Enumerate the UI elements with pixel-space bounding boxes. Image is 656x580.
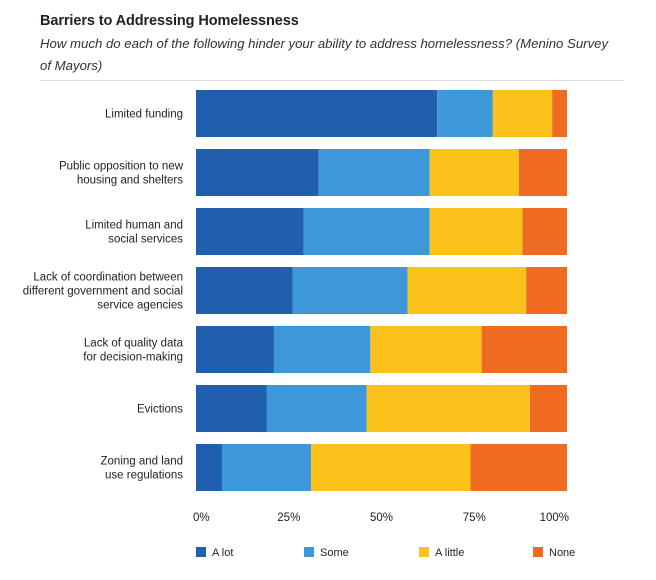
- category-label: Limited funding: [105, 109, 183, 121]
- bar-segment: [492, 90, 553, 137]
- legend-swatch: [304, 547, 314, 557]
- bar-segment: [429, 208, 523, 255]
- bar-segment: [292, 267, 408, 314]
- x-tick-label: 0%: [193, 512, 210, 524]
- bar-segment: [196, 444, 222, 491]
- bar-segment: [552, 90, 567, 137]
- bar-segment: [196, 90, 438, 137]
- bar-segment: [407, 267, 527, 314]
- bar-segment: [196, 149, 319, 196]
- category-label: Public opposition to new housing and shel…: [59, 161, 184, 187]
- legend-label: Some: [320, 547, 349, 559]
- category-label: Lack of coordination between different go…: [23, 272, 183, 312]
- category-label: Evictions: [137, 404, 183, 416]
- x-tick-label: 25%: [277, 512, 300, 524]
- bar-segment: [196, 267, 293, 314]
- category-label: Zoning and land use regulations: [101, 456, 184, 482]
- x-tick-label: 50%: [370, 512, 393, 524]
- bar-segment: [196, 208, 304, 255]
- bar-segment: [470, 444, 567, 491]
- bar-segment: [221, 444, 312, 491]
- legend-label: A lot: [212, 547, 233, 559]
- chart-title: Barriers to Addressing Homelessness: [40, 13, 299, 29]
- legend-swatch: [196, 547, 206, 557]
- title-divider: [40, 80, 624, 81]
- bar-segment: [481, 326, 567, 373]
- bar-segment: [429, 149, 519, 196]
- bar-segment: [196, 326, 274, 373]
- legend-label: A little: [435, 547, 464, 559]
- bar-segment: [437, 90, 493, 137]
- bar-segment: [370, 326, 482, 373]
- x-tick-label: 100%: [540, 512, 569, 524]
- bar-segment: [273, 326, 371, 373]
- category-label: Limited human and social services: [85, 220, 183, 246]
- legend-label: None: [549, 547, 575, 559]
- bar-segment: [526, 267, 567, 314]
- legend-swatch: [533, 547, 543, 557]
- bar-segment: [529, 385, 567, 432]
- chart-subtitle: How much do each of the following hinder…: [40, 36, 609, 73]
- x-tick-label: 75%: [463, 512, 486, 524]
- bar-segment: [311, 444, 471, 491]
- category-label: Lack of quality data for decision-making: [83, 338, 183, 364]
- bar-segment: [266, 385, 367, 432]
- bar-segment: [318, 149, 430, 196]
- bar-segment: [196, 385, 267, 432]
- bar-segment: [518, 149, 567, 196]
- bar-segment: [303, 208, 430, 255]
- bar-segment: [522, 208, 567, 255]
- legend-swatch: [419, 547, 429, 557]
- bar-segment: [366, 385, 530, 432]
